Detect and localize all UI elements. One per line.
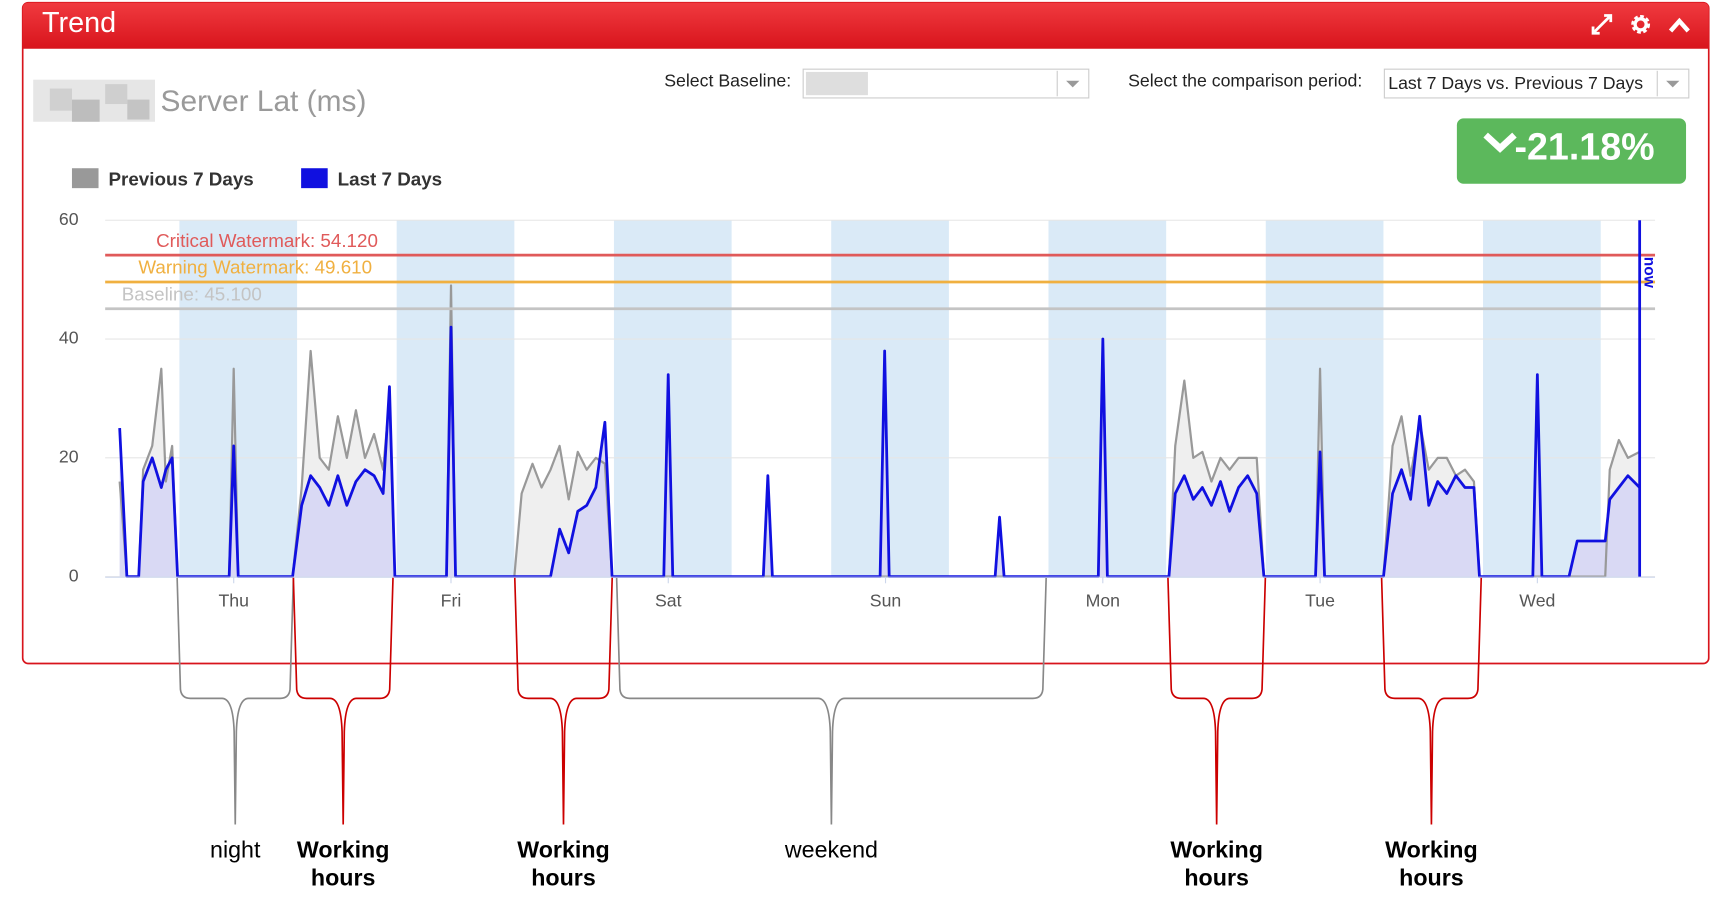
brace <box>1167 577 1267 825</box>
legend-swatch <box>301 168 328 189</box>
y-tick-label: 20 <box>59 446 79 466</box>
annotation-label: Working hours <box>296 837 390 891</box>
annotation-label: weekend <box>784 837 878 864</box>
annotation-box: night <box>210 837 261 864</box>
y-tick-label: 40 <box>59 328 79 348</box>
period-value: Last 7 Days vs. Previous 7 Days <box>1388 73 1643 93</box>
change-value: -21.18% <box>1514 125 1654 167</box>
period-label: Select the comparison period: <box>1128 71 1362 91</box>
settings-icon[interactable] <box>1631 14 1651 34</box>
period-dropdown[interactable] <box>1383 68 1690 99</box>
blurred-name <box>33 79 155 122</box>
annotations: night Working hours Working hours weekend Wo… <box>176 577 1483 891</box>
brace <box>292 577 394 825</box>
x-tick-label: Mon <box>1086 591 1120 611</box>
plot: 0 20 40 60 Thu Fri Sat Sun Mon Tue Wed Critical Wat… <box>59 168 1657 611</box>
panel-title: Trend <box>42 7 116 39</box>
night-band <box>1265 220 1384 577</box>
watermark-label: Baseline: 45.100 <box>122 283 262 304</box>
down-icon <box>1483 132 1517 153</box>
annotation-box: Working hours <box>1170 837 1263 891</box>
y-tick-label: 0 <box>69 565 79 585</box>
brace <box>513 577 614 825</box>
x-tick-label: Sun <box>870 591 902 611</box>
annotation-box: Working hours <box>296 837 390 891</box>
annotation-label: night <box>210 837 261 864</box>
now-label: now <box>1640 257 1657 289</box>
brace <box>1380 577 1483 825</box>
x-tick-label: Tue <box>1305 591 1335 611</box>
brace <box>176 577 295 825</box>
y-tick-label: 60 <box>59 209 79 229</box>
x-tick-label: Wed <box>1519 591 1555 611</box>
x-tick-label: Sat <box>655 591 682 611</box>
annotation-label: Working hours <box>517 837 610 891</box>
x-tick-label: Fri <box>441 591 462 611</box>
annotation-box: Working hours <box>1385 837 1478 891</box>
night-band <box>831 220 949 577</box>
legend-swatch <box>71 168 99 189</box>
brace <box>615 577 1047 825</box>
legend-label: Previous 7 Days <box>108 168 253 189</box>
baseline-dropdown[interactable] <box>802 68 1090 99</box>
panel-header <box>22 2 1709 49</box>
expand-icon[interactable] <box>1591 14 1613 35</box>
annotation-label: Working hours <box>1385 837 1478 891</box>
watermark-label: Critical Watermark: 54.120 <box>156 230 378 251</box>
annotation-box: weekend <box>784 837 878 864</box>
annotation-box: Working hours <box>517 837 610 891</box>
watermark-label: Warning Watermark: 49.610 <box>138 257 372 278</box>
night-band <box>179 220 298 577</box>
metric-title: Server Lat (ms) <box>161 85 367 118</box>
annotation-label: Working hours <box>1170 837 1263 891</box>
collapse-icon[interactable] <box>1668 17 1690 33</box>
baseline-label: Select Baseline: <box>664 71 791 91</box>
x-tick-label: Thu <box>218 591 249 611</box>
legend-label: Last 7 Days <box>338 168 442 189</box>
